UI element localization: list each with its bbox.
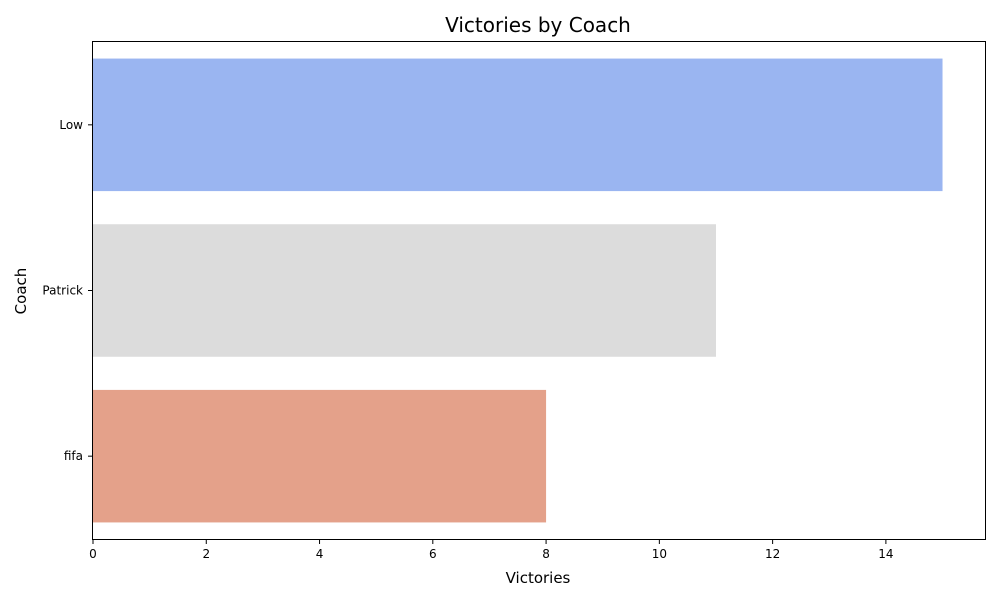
x-tick-label: 6 bbox=[429, 547, 437, 561]
plot-frame bbox=[92, 41, 986, 540]
bar-fifa bbox=[93, 389, 547, 523]
y-tick-label: Low bbox=[59, 118, 83, 132]
y-axis-label: Coach bbox=[12, 268, 30, 315]
x-tick-label: 2 bbox=[202, 547, 210, 561]
ticks-layer: Low Patrick fifa 0 2 4 6 8 10 12 14 bbox=[42, 118, 893, 561]
x-tick-label: 10 bbox=[652, 547, 667, 561]
bar-low bbox=[93, 58, 943, 192]
x-tick-label: 4 bbox=[316, 547, 324, 561]
bar-patrick bbox=[93, 224, 716, 357]
y-tick-label: fifa bbox=[64, 449, 83, 463]
chart-title: Victories by Coach bbox=[445, 13, 631, 37]
x-tick-label: 12 bbox=[765, 547, 780, 561]
x-axis-label: Victories bbox=[506, 569, 571, 587]
bars-layer bbox=[93, 58, 943, 523]
x-tick-label: 8 bbox=[542, 547, 550, 561]
y-tick-label: Patrick bbox=[42, 284, 83, 298]
x-tick-label: 14 bbox=[878, 547, 893, 561]
x-tick-label: 0 bbox=[89, 547, 97, 561]
